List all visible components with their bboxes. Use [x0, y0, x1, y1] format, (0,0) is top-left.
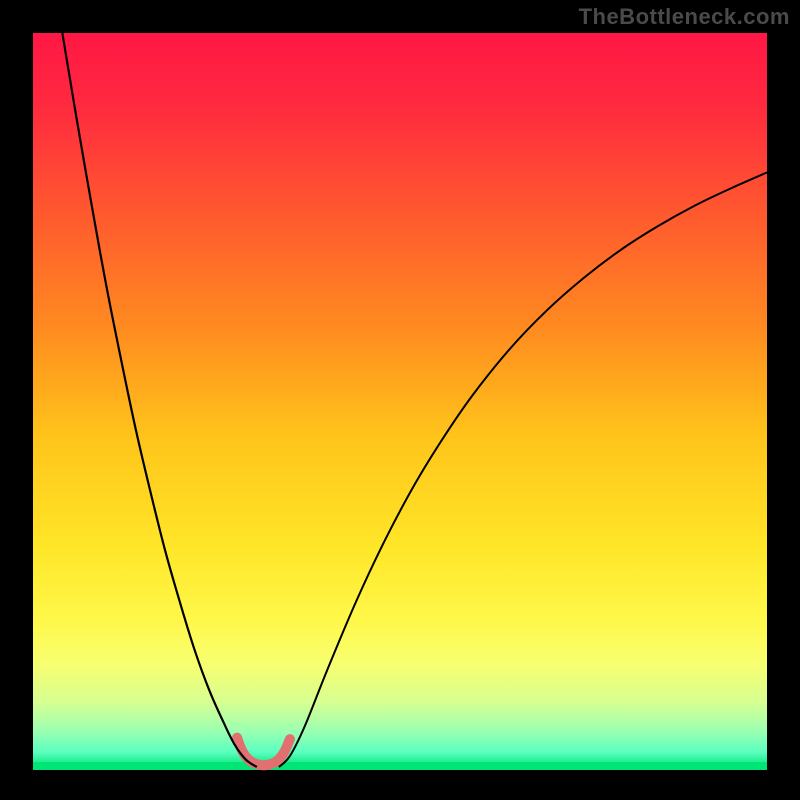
watermark-text: TheBottleneck.com [579, 4, 790, 30]
bottleneck-chart [0, 0, 800, 800]
gradient-background [33, 33, 767, 767]
green-bottom-band [33, 762, 767, 770]
chart-container: TheBottleneck.com [0, 0, 800, 800]
